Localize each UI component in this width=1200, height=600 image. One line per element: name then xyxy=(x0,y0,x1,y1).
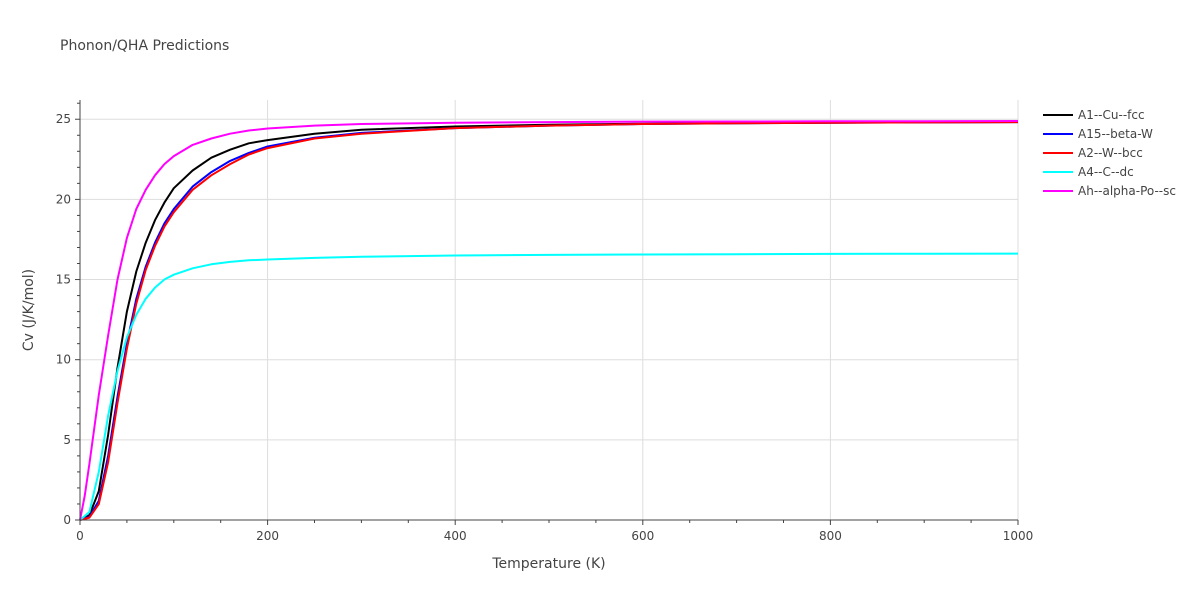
series-line[interactable] xyxy=(79,120,1019,521)
x-tick-label: 0 xyxy=(76,529,84,543)
series-line[interactable] xyxy=(79,252,1019,521)
legend-label[interactable]: A4--C--dc xyxy=(1078,165,1134,179)
x-tick-label: 400 xyxy=(444,529,467,543)
y-axis-title: Cv (J/K/mol) xyxy=(21,269,37,351)
y-tick-label: 5 xyxy=(63,433,71,447)
legend-label[interactable]: A15--beta-W xyxy=(1078,127,1153,141)
series-lines xyxy=(79,120,1019,521)
y-tick-label: 20 xyxy=(56,192,71,206)
legend[interactable]: A1--Cu--fcc A15--beta-W A2--W--bcc A4--C--d… xyxy=(1043,108,1176,198)
y-tick-label: 0 xyxy=(63,513,71,527)
y-tick-label: 10 xyxy=(56,353,71,367)
y-tick-label: 15 xyxy=(56,273,71,287)
x-tick-label: 600 xyxy=(631,529,654,543)
legend-label[interactable]: Ah--alpha-Po--sc xyxy=(1078,184,1176,198)
series-line[interactable] xyxy=(79,121,1019,521)
axes: 0 200 400 600 800 1000 0 5 10 15 20 25 xyxy=(56,100,1034,543)
y-tick-label: 25 xyxy=(56,112,71,126)
x-tick-label: 1000 xyxy=(1003,529,1034,543)
grid xyxy=(80,100,1019,520)
legend-label[interactable]: A1--Cu--fcc xyxy=(1078,108,1145,122)
x-axis-title: Temperature (K) xyxy=(491,556,605,572)
series-line[interactable] xyxy=(79,121,1019,521)
x-tick-label: 800 xyxy=(819,529,842,543)
legend-label[interactable]: A2--W--bcc xyxy=(1078,146,1143,160)
x-tick-label: 200 xyxy=(256,529,279,543)
series-line[interactable] xyxy=(79,121,1019,521)
chart-title: Phonon/QHA Predictions xyxy=(60,38,229,54)
